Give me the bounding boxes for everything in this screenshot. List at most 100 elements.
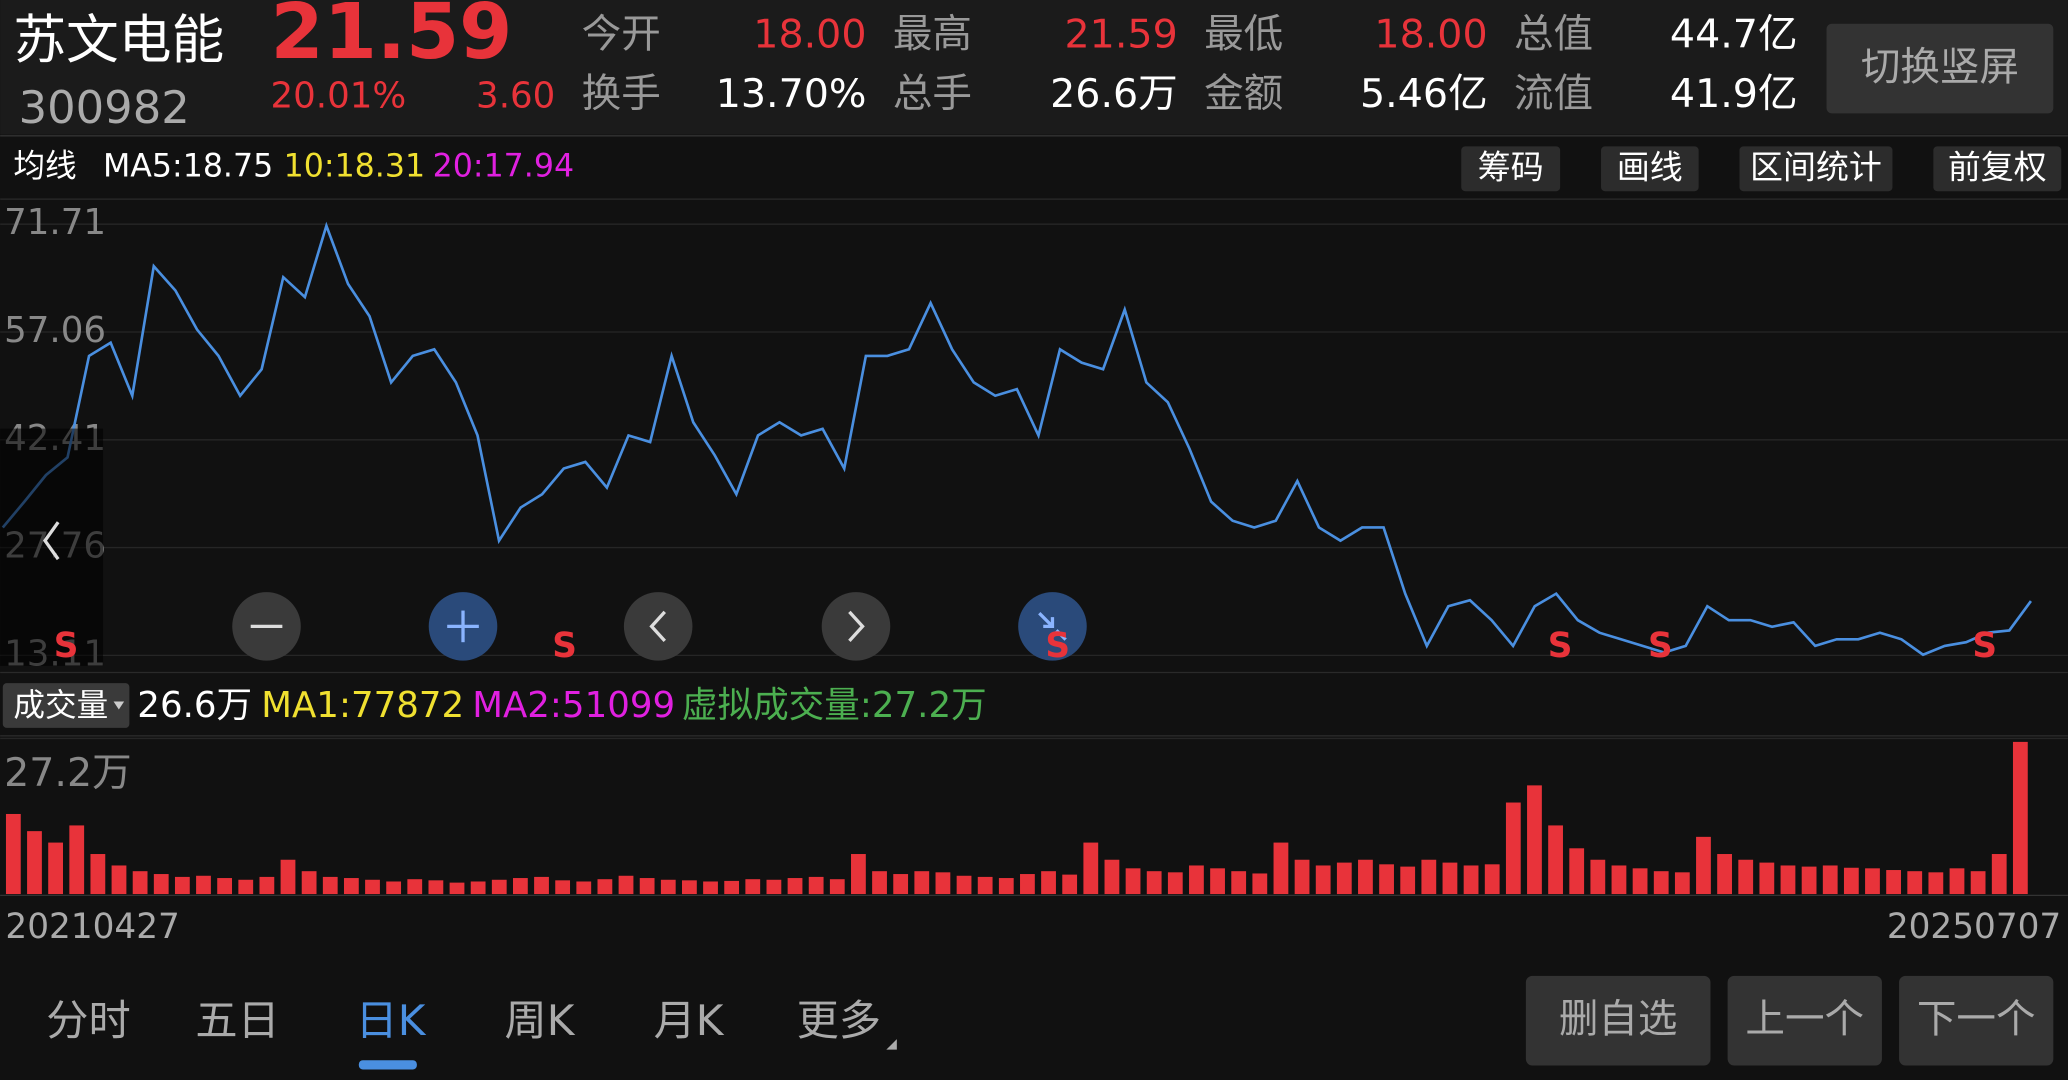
volume-bar — [1949, 868, 1965, 895]
stat-value: 26.6万 — [1050, 71, 1178, 117]
tool-button[interactable] — [1933, 146, 2062, 192]
volume-bar — [217, 878, 233, 895]
volume-bar — [1379, 864, 1394, 895]
volume-bar — [48, 842, 64, 895]
stat-label: 今开 — [582, 11, 661, 57]
action-button[interactable] — [1899, 975, 2054, 1066]
volume-bar — [365, 879, 380, 895]
volume-bar — [2012, 741, 2028, 895]
signal-marker: S — [1548, 626, 1573, 666]
period-tabs: 分时 五日 日K 周K 月K 更多 — [46, 996, 881, 1045]
period-tab[interactable]: 五日 — [195, 996, 279, 1045]
action-button[interactable] — [1727, 975, 1882, 1066]
ma-label: 均线 — [13, 148, 76, 184]
action-button-label: 下一个 — [1917, 996, 2036, 1042]
move-left[interactable] — [623, 592, 693, 661]
volume-bar — [935, 872, 951, 895]
volume-bar — [153, 874, 169, 895]
volume-bar — [322, 876, 338, 895]
volume-bar — [1696, 836, 1711, 895]
volume-chart: 27.2万 — [0, 737, 2068, 895]
period-tab[interactable]: 更多 — [797, 996, 881, 1045]
volume-bar — [1843, 867, 1859, 895]
volume-bar — [449, 882, 465, 895]
icon — [1038, 612, 1067, 641]
move-right[interactable] — [821, 592, 891, 661]
stock-code: 300982 — [19, 81, 190, 134]
volume-bar — [196, 875, 211, 895]
volume-bar — [597, 879, 613, 895]
change: 3.60 — [476, 76, 555, 117]
signal-marker: S — [552, 626, 577, 666]
price-line — [1, 221, 2032, 657]
tool-button[interactable] — [1739, 146, 1893, 192]
volume-bar — [1146, 871, 1162, 895]
tool-button-label: 画线 — [1617, 147, 1683, 186]
volume-bar — [1294, 859, 1310, 895]
signal-marker: S — [1648, 626, 1673, 666]
action-button-label: 删自选 — [1559, 996, 1678, 1042]
stat-value: 18.00 — [753, 11, 866, 57]
indicator-selector-label: 成交量 — [13, 688, 108, 724]
volume-bar — [639, 878, 655, 895]
volume-bar — [660, 879, 676, 895]
indicator-selector[interactable] — [2, 683, 130, 728]
ma5: MA5:18.75 — [103, 148, 273, 184]
tool-button[interactable] — [1461, 146, 1561, 192]
ma10: 10:18.31 — [284, 148, 425, 184]
tool-button-label: 区间统计 — [1750, 147, 1882, 186]
volume-bar — [1315, 865, 1331, 895]
end-date: 20250707 — [1887, 907, 2061, 947]
volume-bar — [1569, 848, 1585, 895]
virtual-volume: 虚拟成交量:27.2万 — [682, 685, 987, 726]
stat-label: 最低 — [1204, 11, 1283, 57]
period-tab[interactable]: 日K — [356, 996, 427, 1045]
volume-bar — [280, 859, 296, 895]
volume-bar — [956, 875, 972, 895]
volume-bar — [808, 876, 824, 895]
volume-bar — [1041, 871, 1056, 895]
volume-bar — [1062, 874, 1078, 895]
volume-bar — [1484, 864, 1500, 895]
stock-name: 苏文电能 — [13, 10, 224, 71]
stat-label: 换手 — [582, 71, 661, 117]
stat-label: 最高 — [893, 11, 972, 57]
volume-bar — [1970, 871, 1986, 895]
ma1: MA1:77872 — [261, 685, 464, 726]
volume-bar — [238, 879, 254, 895]
volume-bar — [428, 880, 444, 895]
volume-bar — [1104, 859, 1120, 895]
volume-bar — [1400, 866, 1416, 895]
y-tick-label: 71.71 — [4, 202, 106, 243]
change-pct: 20.01% — [270, 76, 406, 117]
orientation-button[interactable] — [1826, 23, 2054, 114]
more-icon — [886, 1039, 897, 1050]
signal-marker: S — [1045, 626, 1070, 666]
volume-bar — [386, 881, 402, 895]
stat-value: 21.59 — [1065, 11, 1178, 57]
period-tab[interactable]: 周K — [505, 996, 576, 1045]
volume-bar — [998, 878, 1014, 895]
volume-bar — [724, 880, 740, 895]
stat-value: 44.7亿 — [1670, 11, 1798, 57]
stat-value: 41.9亿 — [1670, 71, 1798, 117]
volume-bar — [555, 880, 571, 895]
volume-bar — [1083, 842, 1099, 895]
volume-bar — [512, 878, 528, 895]
volume-bar — [1020, 874, 1035, 895]
tool-button[interactable] — [1601, 146, 1699, 192]
action-button[interactable] — [1525, 975, 1711, 1066]
start-date: 20210427 — [5, 907, 179, 947]
tool-button-label: 筹码 — [1478, 147, 1544, 186]
volume-bar — [1822, 865, 1838, 895]
orientation-button-label: 切换竖屏 — [1861, 44, 2019, 90]
tool-button-label: 前复权 — [1948, 147, 2047, 186]
period-tab[interactable]: 分时 — [46, 996, 130, 1045]
icon — [649, 610, 666, 642]
period-tab[interactable]: 月K — [654, 996, 725, 1045]
volume: 26.6万 — [137, 685, 252, 726]
